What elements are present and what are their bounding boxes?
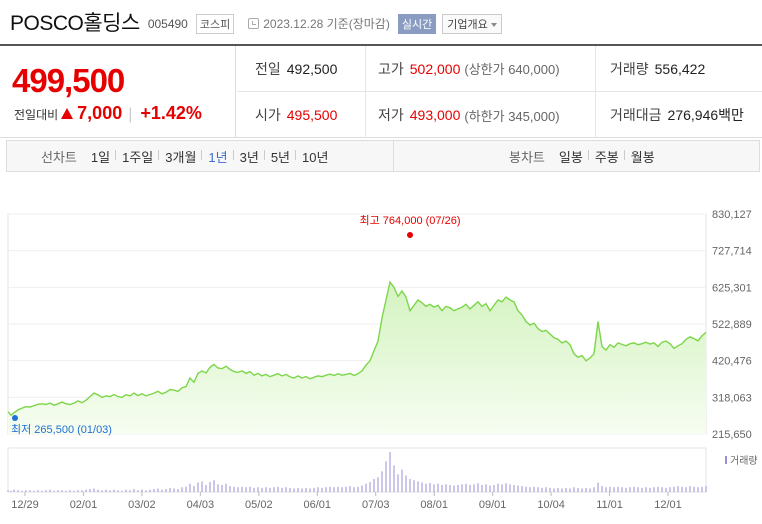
volume-legend-swatch — [725, 456, 727, 464]
reference-date: 2023.12.28 기준(장마감) — [263, 17, 390, 31]
price-line — [7, 280, 707, 417]
stock-name: POSCO홀딩스 — [10, 12, 140, 35]
tab-daily[interactable]: 일봉 — [558, 149, 583, 165]
x-tick-label: 12/01 — [654, 499, 682, 511]
chevron-down-icon — [490, 22, 497, 27]
x-tick-label: 06/01 — [304, 499, 332, 511]
tab-monthly[interactable]: 월봉 — [623, 147, 661, 166]
change-percent: +1.42% — [140, 103, 202, 123]
candle-chart-tabs: 봉차트 일봉 주봉 월봉 — [509, 141, 661, 171]
clock-icon — [248, 18, 260, 29]
realtime-button[interactable]: 실시간 — [397, 13, 437, 34]
x-tick-label: 02/01 — [70, 499, 98, 511]
tab-10y[interactable]: 10년 — [295, 147, 334, 166]
tab-weekly[interactable]: 주봉 — [587, 147, 625, 166]
tab-5y[interactable]: 5년 — [263, 147, 296, 166]
tab-3m[interactable]: 3개월 — [158, 147, 202, 166]
y-tick-label: 318,063 — [712, 392, 752, 404]
price-row-1: 전일 492,500 고가 502,000 (상한가 640,000) 거래량 … — [237, 46, 762, 92]
tab-divider — [393, 141, 394, 171]
y-tick-label: 727,714 — [712, 246, 752, 258]
chart-svg: 830,127 727,714 625,301 522,889 420,476 318,0… — [7, 209, 758, 511]
price-row-2: 시가 495,500 저가 493,000 (하한가 345,000) 거래대금… — [237, 92, 762, 138]
y-tick-label: 522,889 — [712, 319, 752, 331]
line-chart-tabs: 선차트 1일 1주일 3개월 1년 3년 5년 10년 — [41, 141, 334, 171]
chart-tabs: 선차트 1일 1주일 3개월 1년 3년 5년 10년 봉차트 일봉 주봉 월봉 — [6, 140, 760, 172]
candle-chart-label: 봉차트 — [509, 149, 545, 165]
low-marker — [12, 415, 18, 421]
tab-3y[interactable]: 3년 — [232, 147, 265, 166]
price-chart: 830,127 727,714 625,301 522,889 420,476 318,0… — [0, 186, 762, 524]
high-marker — [407, 232, 413, 238]
change-amount: 7,000 — [77, 103, 123, 123]
x-tick-label: 12/29 — [11, 499, 39, 511]
x-tick-label: 11/01 — [596, 499, 623, 511]
y-tick-label: 215,650 — [712, 429, 752, 441]
change-label: 전일대비 — [14, 108, 59, 122]
tab-1w[interactable]: 1주일 — [115, 147, 159, 166]
x-tick-label: 10/04 — [537, 499, 565, 511]
x-tick-label: 04/03 — [187, 499, 215, 511]
y-tick-label: 625,301 — [712, 282, 752, 294]
trade-amount: 거래대금 276,946 백만 — [595, 92, 762, 138]
prev-close: 전일 492,500 — [255, 60, 338, 77]
volume: 거래량 556,422 — [595, 46, 762, 91]
y-tick-label: 830,127 — [712, 209, 752, 221]
current-price: 499,500 — [12, 62, 125, 99]
company-overview-button[interactable]: 기업개요 — [442, 13, 502, 34]
x-tick-label: 03/02 — [128, 499, 156, 511]
x-tick-label: 08/01 — [420, 499, 448, 511]
open-price: 시가 495,500 — [255, 107, 338, 123]
y-tick-label: 420,476 — [712, 356, 752, 368]
stock-code: 005490 — [147, 17, 188, 31]
lower-limit: (하한가 345,000) — [464, 108, 560, 124]
up-triangle-icon — [61, 108, 74, 119]
volume-legend-label: 거래량 — [730, 455, 758, 467]
price-change: 전일대비 7,000 | +1.42% — [14, 103, 202, 124]
tab-1y[interactable]: 1년 — [201, 147, 233, 166]
tab-1d[interactable]: 1일 — [90, 149, 111, 165]
divider: | — [128, 106, 133, 123]
high-annotation: 최고 764,000 (07/26) — [360, 214, 461, 227]
volume-frame — [7, 447, 707, 493]
low-price: 저가 493,000 (하한가 345,000) — [365, 92, 595, 138]
price-summary: 499,500 전일대비 7,000 | +1.42% 전일 492,500 고… — [0, 44, 762, 138]
price-area — [8, 282, 706, 434]
current-price-panel: 499,500 전일대비 7,000 | +1.42% — [0, 46, 236, 138]
low-annotation: 최저 265,500 (01/03) — [11, 423, 112, 436]
x-tick-label: 09/01 — [479, 499, 507, 511]
market-badge: 코스피 — [195, 13, 235, 34]
high-price: 고가 502,000 (상한가 640,000) — [365, 46, 595, 91]
upper-limit: (상한가 640,000) — [464, 62, 560, 77]
x-tick-label: 05/02 — [245, 499, 273, 511]
line-chart-label: 선차트 — [41, 149, 77, 165]
x-tick-label: 07/03 — [362, 499, 390, 511]
stock-header: POSCO홀딩스 005490 코스피 2023.12.28 기준(장마감) 실… — [0, 0, 762, 44]
